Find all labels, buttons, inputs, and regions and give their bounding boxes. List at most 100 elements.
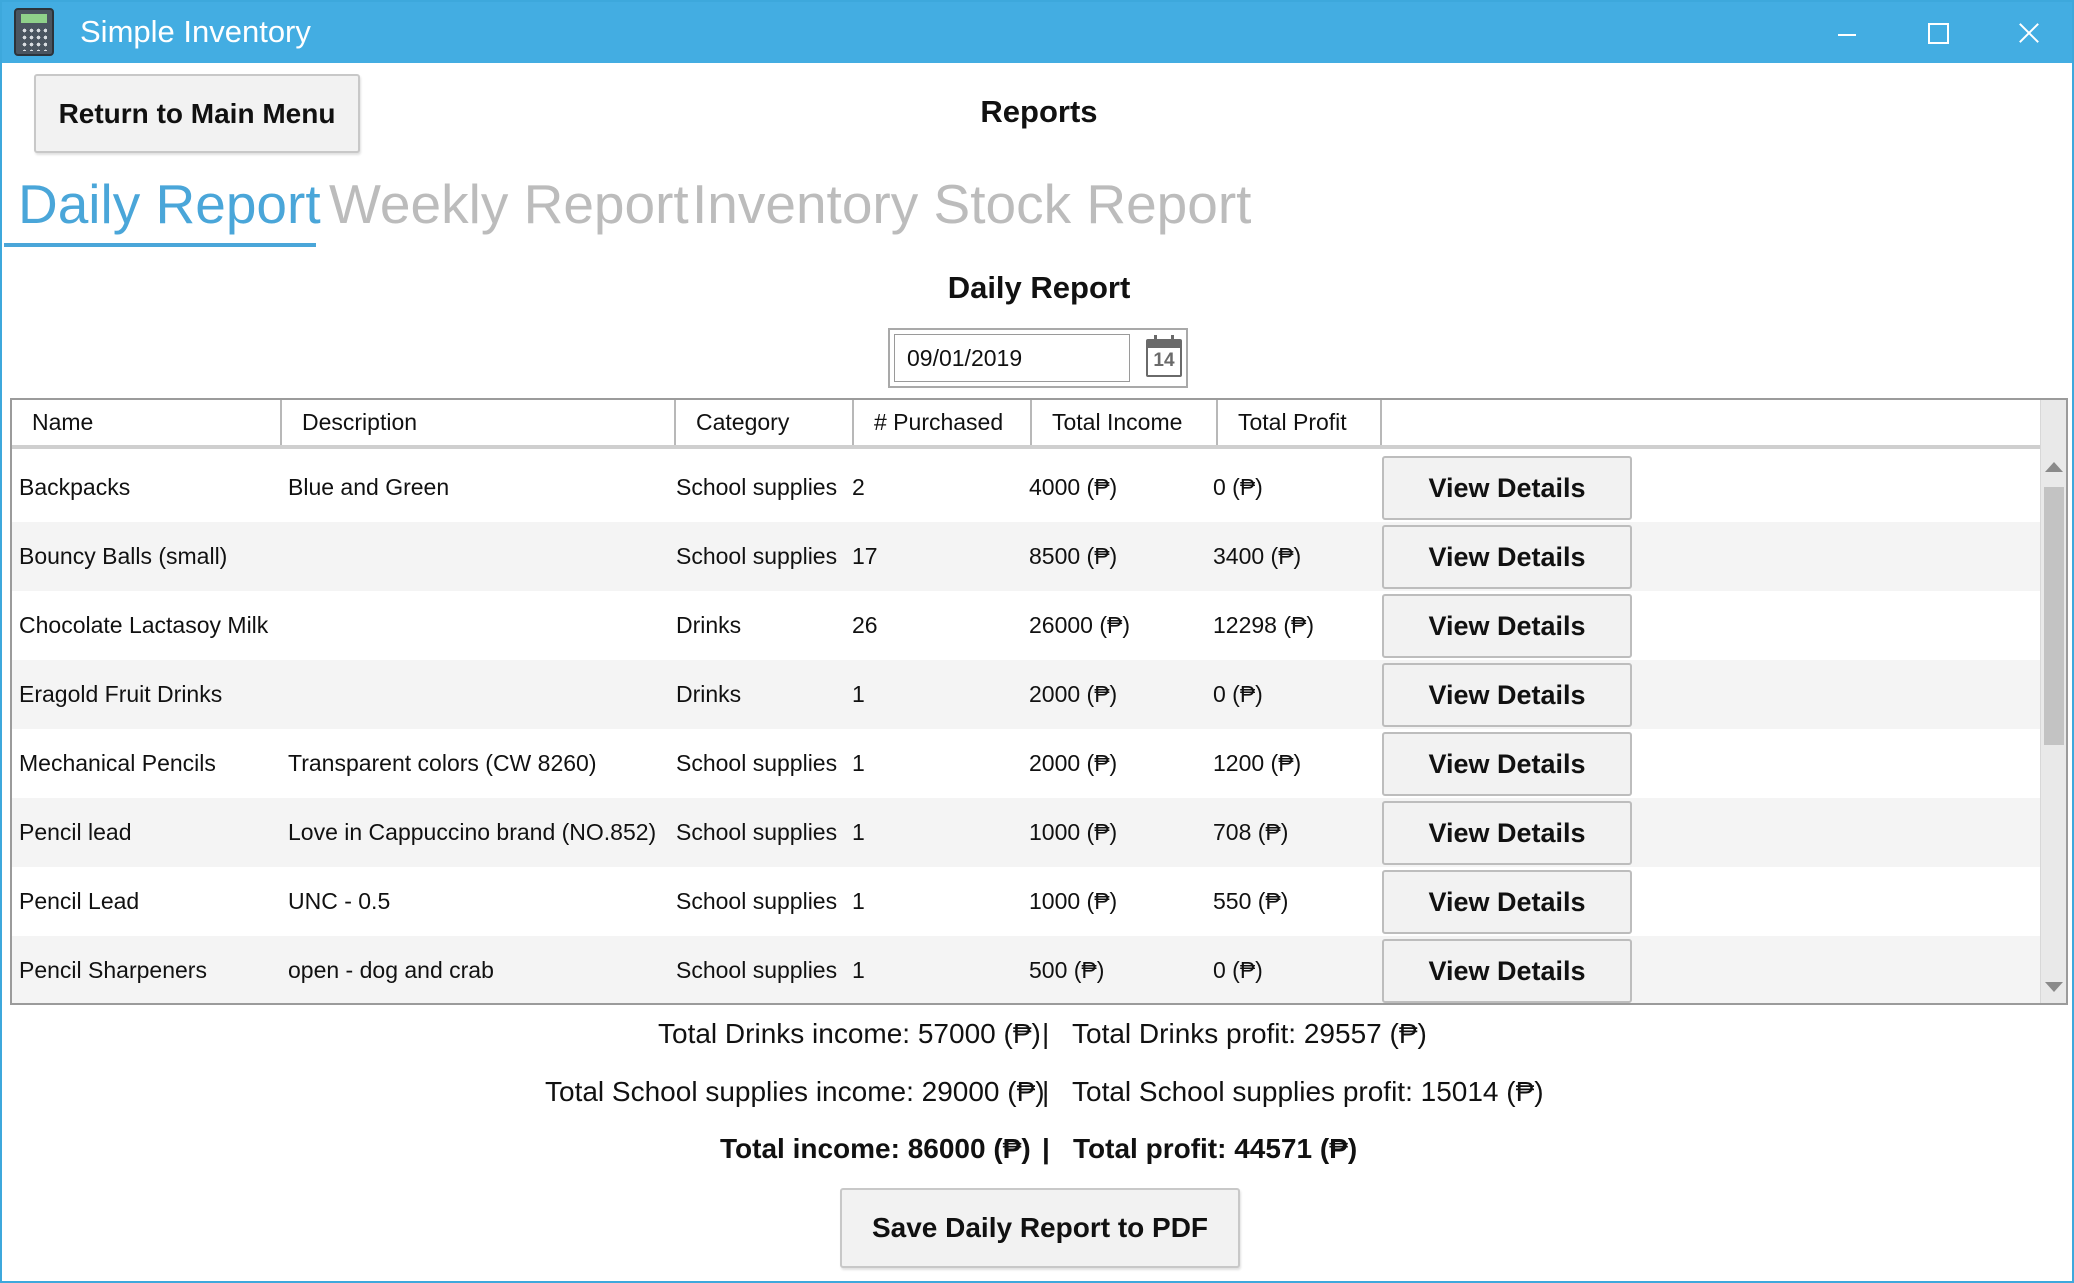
cell-category: Drinks bbox=[676, 681, 742, 707]
cell-category: Drinks bbox=[676, 612, 742, 638]
cell-description bbox=[288, 522, 674, 591]
cell-name: Chocolate Lactasoy Milk bbox=[19, 612, 269, 638]
column-header-category[interactable]: Category bbox=[676, 400, 854, 445]
maximize-icon[interactable] bbox=[1892, 2, 1982, 63]
date-picker: 09/01/2019 14 bbox=[888, 328, 1188, 388]
total-school-supplies-profit: Total School supplies profit: 15014 (₱) bbox=[1072, 1076, 1544, 1107]
cell-name: Bouncy Balls (small) bbox=[19, 543, 228, 569]
cell-name: Pencil lead bbox=[19, 819, 132, 845]
cell-total-income: 1000 (₱) bbox=[1029, 888, 1118, 914]
table-row[interactable]: Pencil Sharpeners open - dog and crab Sc… bbox=[12, 936, 2040, 1003]
cell-total-profit: 708 (₱) bbox=[1213, 819, 1289, 845]
tab-weekly-report[interactable]: Weekly Report bbox=[329, 173, 689, 235]
totals-separator: | bbox=[1042, 1133, 1050, 1164]
column-header-purchased[interactable]: # Purchased bbox=[854, 400, 1032, 445]
cell-description bbox=[288, 660, 674, 729]
scroll-thumb[interactable] bbox=[2044, 487, 2064, 745]
cell-category: School supplies bbox=[676, 474, 838, 500]
column-header-name[interactable]: Name bbox=[12, 400, 282, 445]
cell-total-profit: 550 (₱) bbox=[1213, 888, 1289, 914]
table-row[interactable]: Chocolate Lactasoy Milk Drinks 26 26000 … bbox=[12, 591, 2040, 660]
column-header-description[interactable]: Description bbox=[282, 400, 676, 445]
cell-purchased: 1 bbox=[852, 750, 865, 776]
cell-purchased: 2 bbox=[852, 474, 865, 500]
cell-category: School supplies bbox=[676, 957, 838, 983]
report-title: Daily Report bbox=[947, 270, 1131, 305]
cell-total-profit: 0 (₱) bbox=[1213, 957, 1263, 983]
cell-name: Backpacks bbox=[19, 474, 131, 500]
cell-total-income: 26000 (₱) bbox=[1029, 612, 1131, 638]
view-details-button[interactable]: View Details bbox=[1382, 870, 1632, 934]
cell-purchased: 17 bbox=[852, 543, 878, 569]
total-drinks-profit: Total Drinks profit: 29557 (₱) bbox=[1072, 1018, 1427, 1049]
cell-name: Pencil Sharpeners bbox=[19, 957, 207, 983]
window-title: Simple Inventory bbox=[80, 14, 311, 49]
table-row[interactable]: Mechanical Pencils Transparent colors (C… bbox=[12, 729, 2040, 798]
cell-purchased: 1 bbox=[852, 681, 865, 707]
scroll-down-arrow-icon[interactable] bbox=[2045, 982, 2063, 992]
totals-separator: | bbox=[1042, 1076, 1050, 1107]
cell-purchased: 1 bbox=[852, 819, 865, 845]
calendar-icon-day: 14 bbox=[1153, 350, 1175, 371]
table-row[interactable]: Eragold Fruit Drinks Drinks 1 2000 (₱) 0… bbox=[12, 660, 2040, 729]
cell-description: UNC - 0.5 bbox=[288, 888, 391, 914]
cell-total-profit: 12298 (₱) bbox=[1213, 612, 1315, 638]
title-bar: Simple Inventory bbox=[2, 2, 2072, 63]
view-details-button[interactable]: View Details bbox=[1382, 663, 1632, 727]
close-icon[interactable] bbox=[1982, 2, 2072, 63]
return-to-main-menu-button[interactable]: Return to Main Menu bbox=[34, 74, 360, 153]
cell-total-profit: 0 (₱) bbox=[1213, 474, 1263, 500]
cell-total-income: 1000 (₱) bbox=[1029, 819, 1118, 845]
cell-description: open - dog and crab bbox=[288, 957, 494, 983]
view-details-button[interactable]: View Details bbox=[1382, 525, 1632, 589]
save-daily-report-pdf-button[interactable]: Save Daily Report to PDF bbox=[840, 1188, 1240, 1268]
table-rows: Backpacks Blue and Green School supplies… bbox=[12, 453, 2040, 1003]
cell-total-profit: 3400 (₱) bbox=[1213, 543, 1302, 569]
cell-name: Pencil Lead bbox=[19, 888, 140, 914]
cell-purchased: 1 bbox=[852, 888, 865, 914]
date-input[interactable]: 09/01/2019 bbox=[894, 334, 1130, 382]
cell-total-profit: 0 (₱) bbox=[1213, 681, 1263, 707]
cell-description: Transparent colors (CW 8260) bbox=[288, 750, 597, 776]
cell-total-income: 4000 (₱) bbox=[1029, 474, 1118, 500]
cell-purchased: 26 bbox=[852, 612, 878, 638]
cell-description: Blue and Green bbox=[288, 474, 450, 500]
cell-purchased: 1 bbox=[852, 957, 865, 983]
table-header: Name Description Category # Purchased To… bbox=[12, 400, 2040, 449]
table-row[interactable]: Pencil Lead UNC - 0.5 School supplies 1 … bbox=[12, 867, 2040, 936]
view-details-button[interactable]: View Details bbox=[1382, 801, 1632, 865]
cell-total-income: 2000 (₱) bbox=[1029, 681, 1118, 707]
cell-total-income: 8500 (₱) bbox=[1029, 543, 1118, 569]
view-details-button[interactable]: View Details bbox=[1382, 456, 1632, 520]
view-details-button[interactable]: View Details bbox=[1382, 594, 1632, 658]
active-tab-indicator bbox=[4, 243, 316, 247]
minimize-icon[interactable] bbox=[1802, 2, 1892, 63]
vertical-scrollbar[interactable] bbox=[2040, 400, 2066, 1003]
view-details-button[interactable]: View Details bbox=[1382, 939, 1632, 1003]
table-row[interactable]: Pencil lead Love in Cappuccino brand (NO… bbox=[12, 798, 2040, 867]
cell-category: School supplies bbox=[676, 888, 838, 914]
totals-separator: | bbox=[1042, 1018, 1050, 1049]
column-header-total-income[interactable]: Total Income bbox=[1032, 400, 1218, 445]
total-drinks-income: Total Drinks income: 57000 (₱) bbox=[658, 1018, 1041, 1049]
total-income: Total income: 86000 (₱) bbox=[720, 1133, 1031, 1164]
cell-description: Love in Cappuccino brand (NO.852) bbox=[288, 819, 657, 845]
total-profit: Total profit: 44571 (₱) bbox=[1073, 1133, 1358, 1164]
cell-description bbox=[288, 591, 674, 660]
total-school-supplies-income: Total School supplies income: 29000 (₱) bbox=[545, 1076, 1045, 1107]
cell-total-income: 2000 (₱) bbox=[1029, 750, 1118, 776]
tab-daily-report[interactable]: Daily Report bbox=[18, 173, 321, 235]
tab-inventory-stock-report[interactable]: Inventory Stock Report bbox=[692, 173, 1252, 235]
cell-total-income: 500 (₱) bbox=[1029, 957, 1105, 983]
column-header-total-profit[interactable]: Total Profit bbox=[1218, 400, 1382, 445]
report-table: Name Description Category # Purchased To… bbox=[10, 398, 2068, 1005]
page-title: Reports bbox=[980, 94, 1098, 129]
cell-category: School supplies bbox=[676, 750, 838, 776]
table-row[interactable]: Bouncy Balls (small) School supplies 17 … bbox=[12, 522, 2040, 591]
cell-category: School supplies bbox=[676, 543, 838, 569]
view-details-button[interactable]: View Details bbox=[1382, 732, 1632, 796]
cell-category: School supplies bbox=[676, 819, 838, 845]
table-row[interactable]: Backpacks Blue and Green School supplies… bbox=[12, 453, 2040, 522]
scroll-up-arrow-icon[interactable] bbox=[2045, 462, 2063, 472]
calendar-icon[interactable]: 14 bbox=[1146, 335, 1182, 377]
